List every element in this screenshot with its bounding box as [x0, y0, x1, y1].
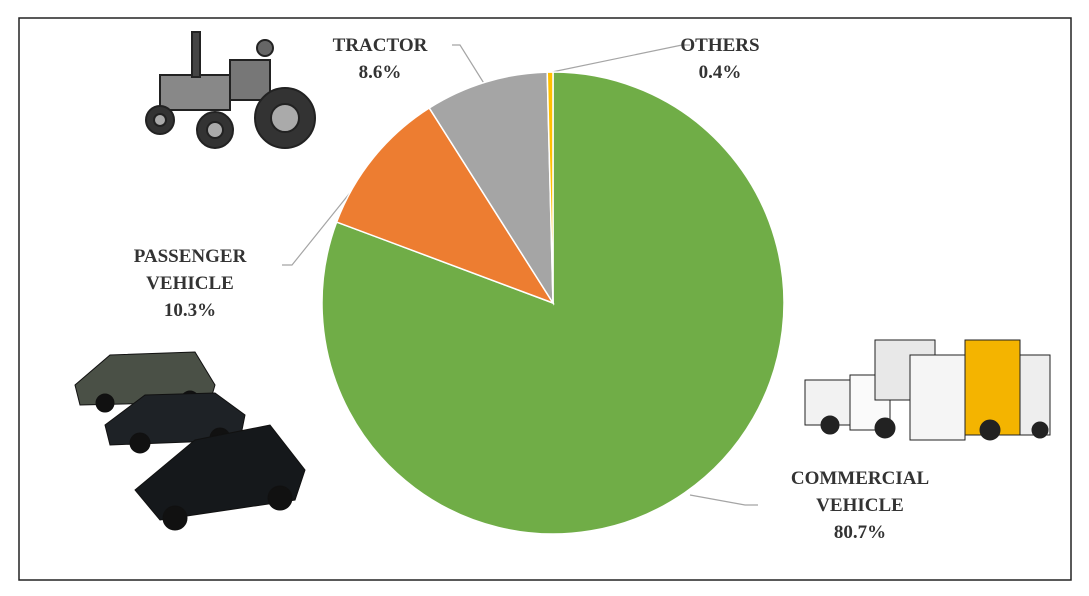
page: COMMERCIAL VEHICLE80.7% PASSENGER VEHICLE…	[0, 0, 1089, 596]
value-label: 80.7%	[770, 519, 950, 546]
category-label: PASSENGER VEHICLE	[95, 243, 285, 297]
value-label: 8.6%	[300, 59, 460, 86]
category-label: OTHERS	[650, 32, 790, 59]
value-label: 10.3%	[95, 297, 285, 324]
value-label: 0.4%	[650, 59, 790, 86]
category-label: COMMERCIAL VEHICLE	[770, 465, 950, 519]
category-label: TRACTOR	[300, 32, 460, 59]
